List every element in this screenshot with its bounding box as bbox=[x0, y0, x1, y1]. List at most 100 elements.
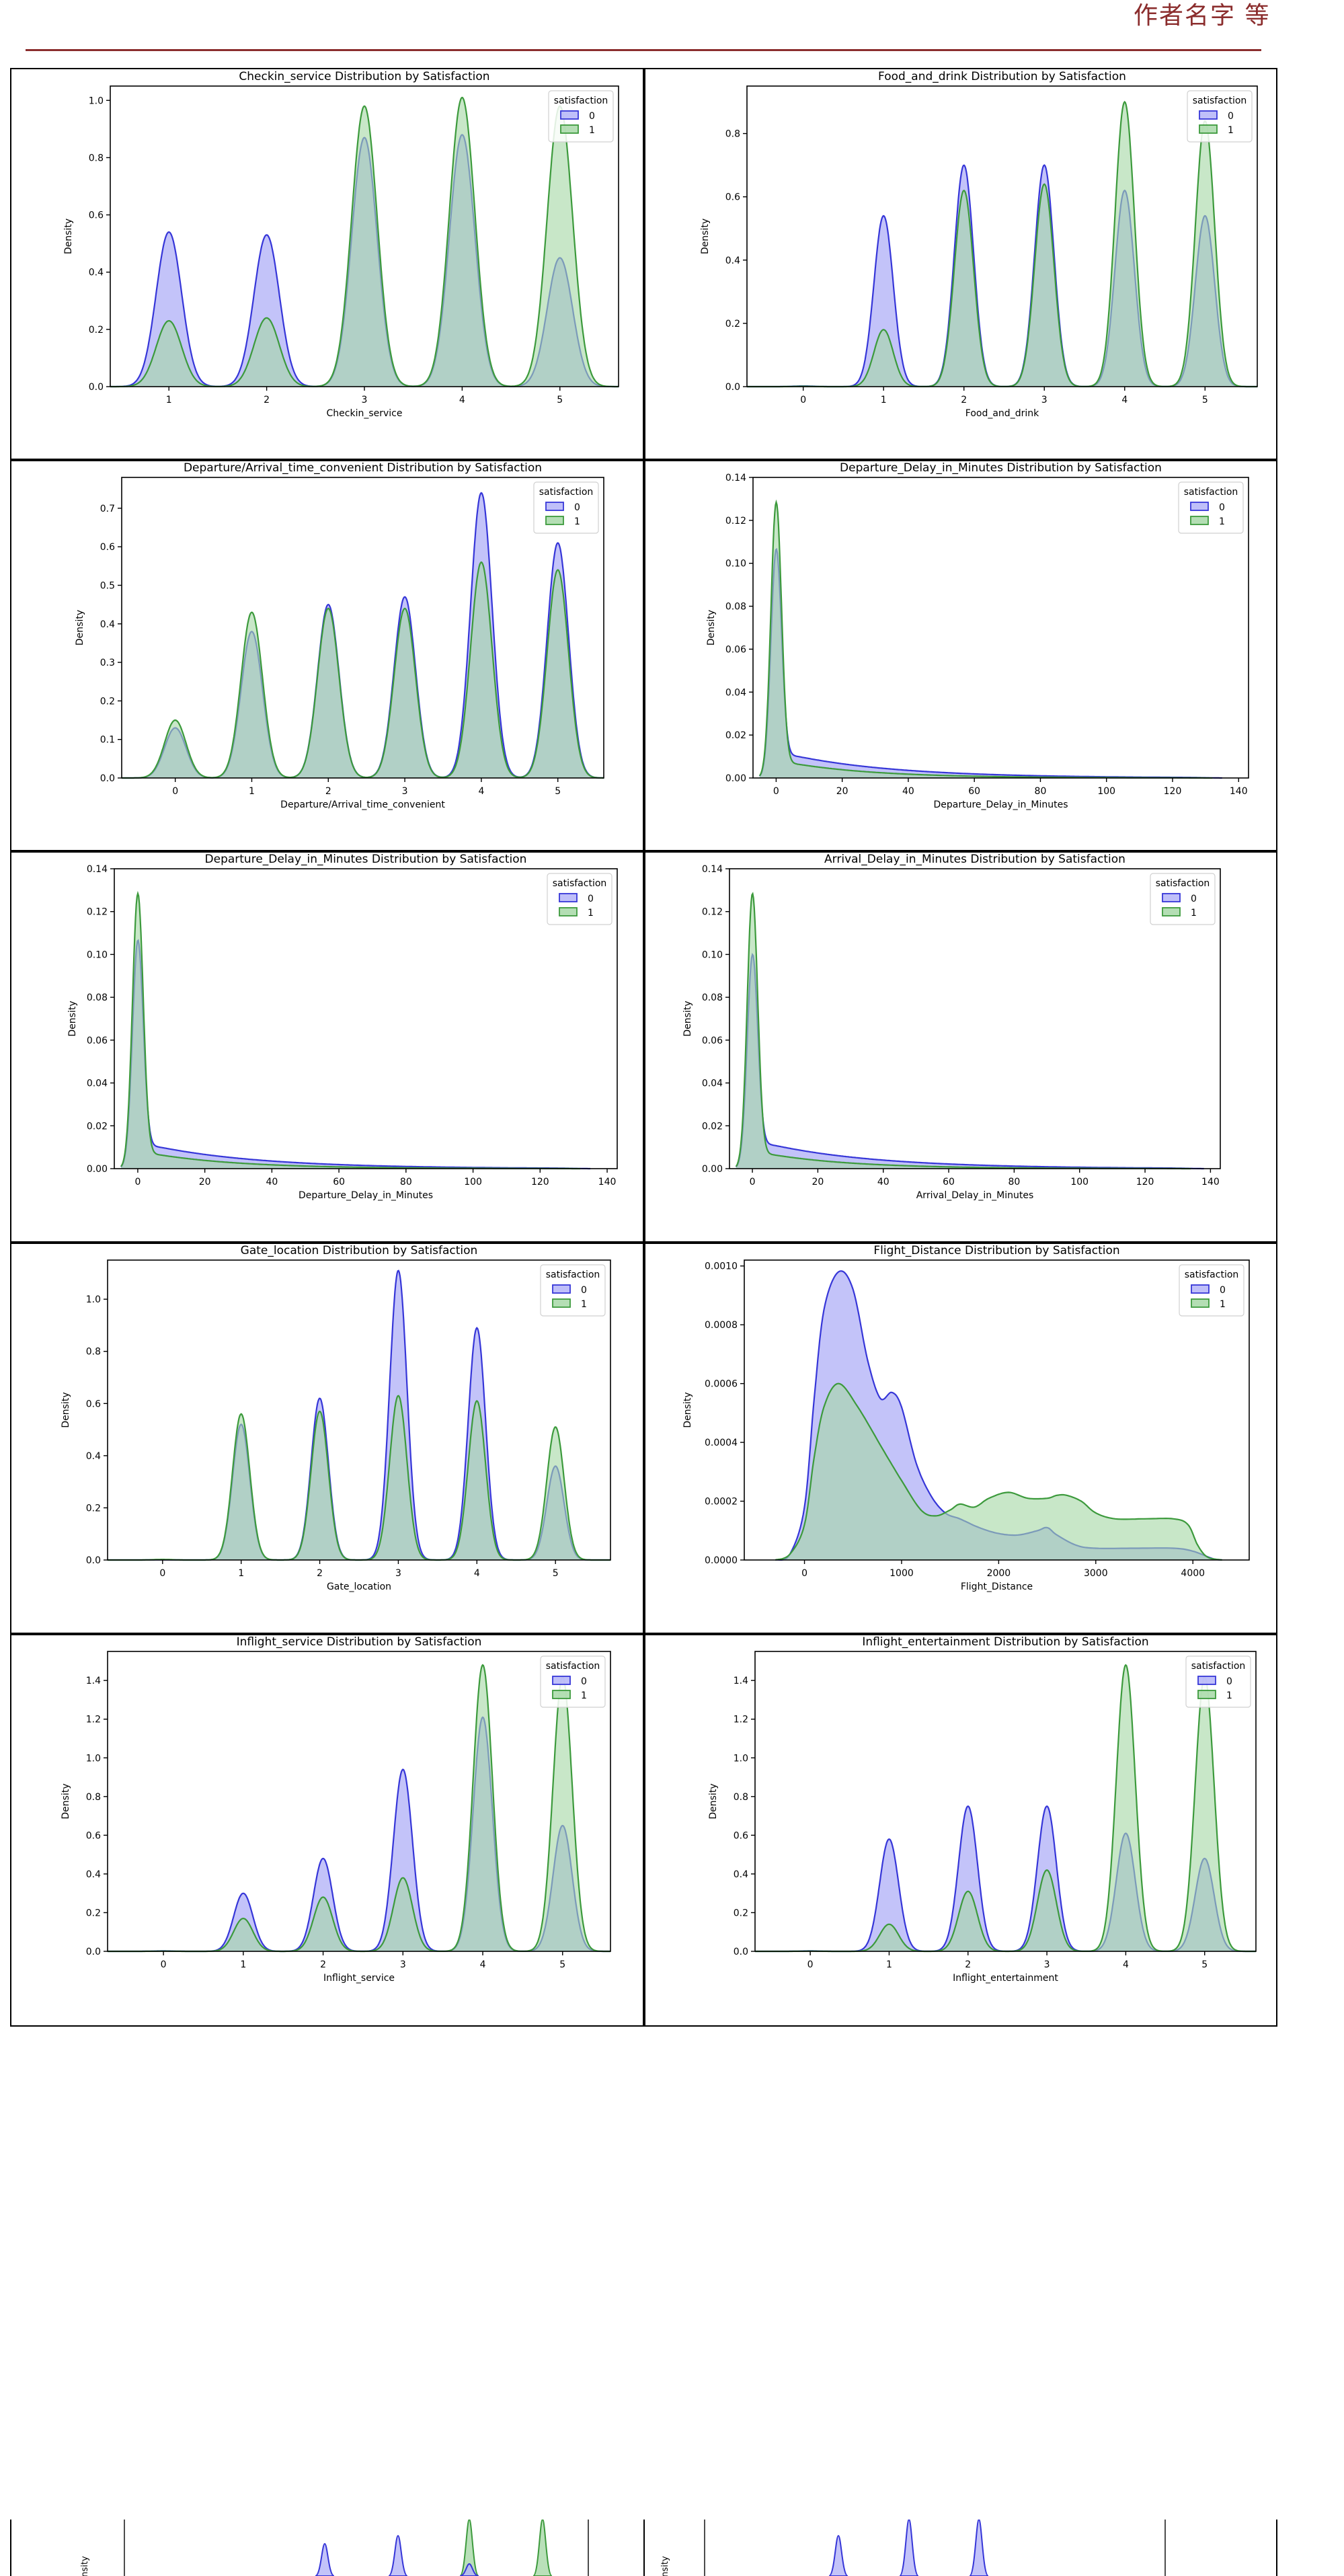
x-tick-label: 0 bbox=[773, 786, 779, 797]
x-tick-label: 0 bbox=[800, 395, 806, 405]
x-axis-label: Departure/Arrival_time_convenient bbox=[280, 799, 445, 810]
x-tick-label: 120 bbox=[531, 1177, 549, 1187]
y-tick-label: 0.06 bbox=[725, 644, 746, 655]
plot-frame bbox=[121, 477, 604, 779]
legend-title: satisfaction bbox=[546, 1661, 600, 1672]
legend-label-0: 0 bbox=[1226, 1676, 1232, 1687]
panel-border bbox=[644, 851, 1277, 1243]
y-tick-label: 0.0 bbox=[734, 1947, 748, 1957]
y-tick-label: 0.0004 bbox=[705, 1438, 738, 1448]
y-tick-label: 0.6 bbox=[725, 192, 740, 203]
x-axis-label: Arrival_Delay_in_Minutes bbox=[916, 1190, 1034, 1201]
chart-panel-4: Departure_Delay_in_Minutes Distribution … bbox=[706, 461, 1249, 810]
x-tick-label: 1 bbox=[238, 1568, 244, 1579]
y-tick-label: 0.0008 bbox=[705, 1320, 738, 1331]
y-tick-label: 0.14 bbox=[725, 473, 746, 483]
partial-peak-tip bbox=[899, 2520, 919, 2576]
y-axis-label: Density bbox=[61, 1392, 71, 1428]
y-tick-label: 0.2 bbox=[734, 1908, 748, 1918]
chart-grid-canvas: Checkin_service Distribution by Satisfac… bbox=[10, 68, 1277, 2027]
chart-panel-2: Food_and_drink Distribution by Satisfact… bbox=[700, 70, 1258, 419]
y-tick-label: 0.0 bbox=[89, 382, 104, 393]
y-tick-label: 0.00 bbox=[87, 1164, 108, 1175]
x-tick-label: 5 bbox=[555, 786, 561, 797]
legend-swatch-0 bbox=[1190, 502, 1209, 511]
y-tick-label: 0.00 bbox=[725, 773, 746, 784]
header-rule bbox=[26, 49, 1261, 51]
plot-frame bbox=[107, 1259, 611, 1561]
x-tick-label: 40 bbox=[877, 1177, 890, 1187]
y-tick-label: 0.06 bbox=[87, 1036, 108, 1046]
density-line-satisfaction-1 bbox=[120, 890, 581, 1170]
panel-border bbox=[10, 1634, 644, 2027]
density-line-satisfaction-1 bbox=[735, 892, 1191, 1170]
x-tick-label: 120 bbox=[1164, 786, 1182, 797]
legend-swatch-0 bbox=[1191, 1284, 1210, 1294]
density-area-satisfaction-0 bbox=[736, 954, 1204, 1169]
y-tick-label: 0.14 bbox=[87, 864, 108, 875]
y-tick-label: 0.2 bbox=[86, 1908, 101, 1918]
y-tick-label: 0.4 bbox=[734, 1869, 748, 1880]
density-line-satisfaction-1 bbox=[108, 1664, 610, 1953]
legend-label-0: 0 bbox=[581, 1285, 587, 1296]
y-axis-label: Density bbox=[682, 1001, 693, 1036]
legend: satisfaction 0 1 bbox=[1178, 481, 1244, 534]
x-tick-label: 4000 bbox=[1181, 1568, 1205, 1579]
density-area-satisfaction-1 bbox=[121, 893, 581, 1169]
legend-swatch-0 bbox=[1162, 893, 1181, 902]
density-area-satisfaction-1 bbox=[747, 102, 1257, 387]
density-line-satisfaction-0 bbox=[122, 492, 604, 779]
legend-title: satisfaction bbox=[1193, 95, 1247, 106]
y-tick-label: 0.1 bbox=[100, 735, 115, 746]
y-axis-label: Density bbox=[67, 1001, 78, 1036]
legend-swatch-1 bbox=[552, 1690, 571, 1699]
density-line-satisfaction-1 bbox=[108, 1395, 610, 1561]
legend-swatch-0 bbox=[559, 893, 578, 902]
y-tick-label: 1.0 bbox=[734, 1753, 748, 1764]
density-line-satisfaction-1 bbox=[122, 561, 604, 779]
x-tick-label: 140 bbox=[1201, 1177, 1220, 1187]
x-tick-label: 60 bbox=[968, 786, 980, 797]
y-tick-label: 0.6 bbox=[86, 1399, 101, 1409]
x-tick-label: 1 bbox=[240, 1959, 246, 1970]
legend: satisfaction 0 1 bbox=[1150, 873, 1216, 925]
plot-frame bbox=[114, 868, 618, 1169]
density-area-satisfaction-0 bbox=[122, 493, 604, 778]
density-line-satisfaction-0 bbox=[735, 952, 1204, 1170]
x-tick-label: 3 bbox=[402, 786, 408, 797]
y-tick-label: 0.02 bbox=[725, 730, 746, 741]
y-tick-label: 0.10 bbox=[702, 949, 723, 960]
panel-border bbox=[644, 460, 1277, 851]
chart-panel-10: Inflight_entertainment Distribution by S… bbox=[708, 1635, 1257, 1984]
x-tick-label: 1 bbox=[166, 395, 172, 405]
density-line-satisfaction-1 bbox=[755, 1664, 1256, 1953]
y-tick-label: 0.0000 bbox=[705, 1555, 738, 1566]
legend-swatch-1 bbox=[1162, 907, 1181, 916]
y-tick-label: 0.6 bbox=[86, 1830, 101, 1841]
x-tick-label: 80 bbox=[400, 1177, 412, 1187]
x-tick-label: 2 bbox=[264, 395, 270, 405]
x-tick-label: 0 bbox=[172, 786, 178, 797]
y-axis-label: Density bbox=[706, 610, 717, 646]
x-tick-label: 40 bbox=[266, 1177, 278, 1187]
y-tick-label: 0.14 bbox=[702, 864, 723, 875]
density-area-satisfaction-0 bbox=[755, 1806, 1256, 1951]
x-tick-label: 2000 bbox=[987, 1568, 1011, 1579]
y-tick-label: 1.0 bbox=[86, 1294, 101, 1305]
legend-title: satisfaction bbox=[539, 487, 594, 498]
y-tick-label: 0.8 bbox=[86, 1347, 101, 1358]
y-tick-label: 0.04 bbox=[87, 1079, 108, 1089]
legend-title: satisfaction bbox=[554, 95, 608, 106]
legend-label-1: 1 bbox=[581, 1299, 587, 1310]
legend-swatch-1 bbox=[552, 1298, 571, 1308]
y-tick-label: 0.2 bbox=[100, 696, 115, 707]
legend-label-1: 1 bbox=[574, 516, 580, 527]
legend-swatch-0 bbox=[560, 110, 579, 120]
partial-peak-tip bbox=[315, 2542, 335, 2576]
legend: satisfaction 0 1 bbox=[1187, 90, 1253, 143]
density-line-satisfaction-0 bbox=[108, 1716, 610, 1953]
x-tick-label: 2 bbox=[317, 1568, 323, 1579]
legend-title: satisfaction bbox=[553, 878, 607, 889]
x-axis-label: Departure_Delay_in_Minutes bbox=[299, 1190, 433, 1201]
panel-border bbox=[10, 460, 644, 851]
